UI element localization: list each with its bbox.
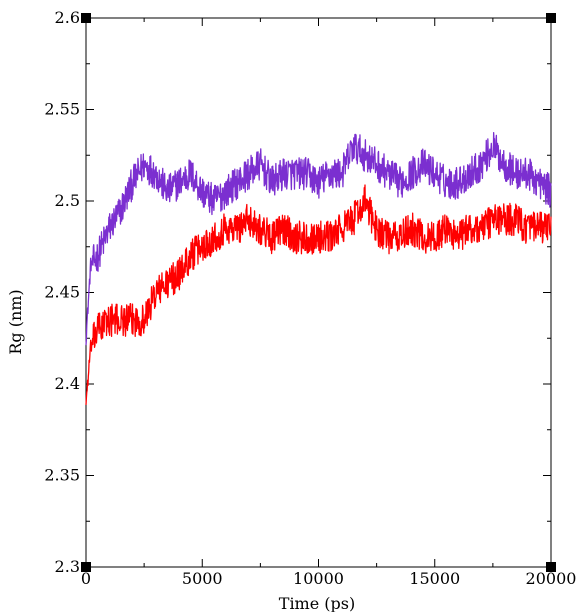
corner-square-marker [546,562,556,572]
y-tick-label: 2.4 [55,374,80,393]
series-line-1 [85,132,552,346]
y-tick-label: 2.5 [55,191,80,210]
x-tick-label: 0 [81,569,91,588]
series-layer [85,132,552,405]
corner-square-marker [81,13,91,23]
x-tick-label: 20000 [526,569,577,588]
x-axis: 0 5000 10000 15000 20000 [81,18,577,588]
corner-square-marker [81,562,91,572]
x-tick-label: 15000 [409,569,460,588]
x-tick-label: 10000 [293,569,344,588]
corner-square-marker [546,13,556,23]
x-tick-label: 5000 [182,569,223,588]
corner-markers [81,13,556,572]
series-line-2 [85,184,552,405]
y-tick-label: 2.45 [44,283,80,302]
y-axis-title: Rg (nm) [6,289,25,354]
y-tick-label: 2.35 [44,466,80,485]
y-axis: 2.3 2.35 2.4 2.45 2.5 2.55 2.6 [44,8,551,576]
y-tick-label: 2.6 [55,8,80,27]
x-axis-title: Time (ps) [279,594,355,612]
y-tick-label: 2.55 [44,100,80,119]
y-tick-label: 2.3 [55,557,80,576]
